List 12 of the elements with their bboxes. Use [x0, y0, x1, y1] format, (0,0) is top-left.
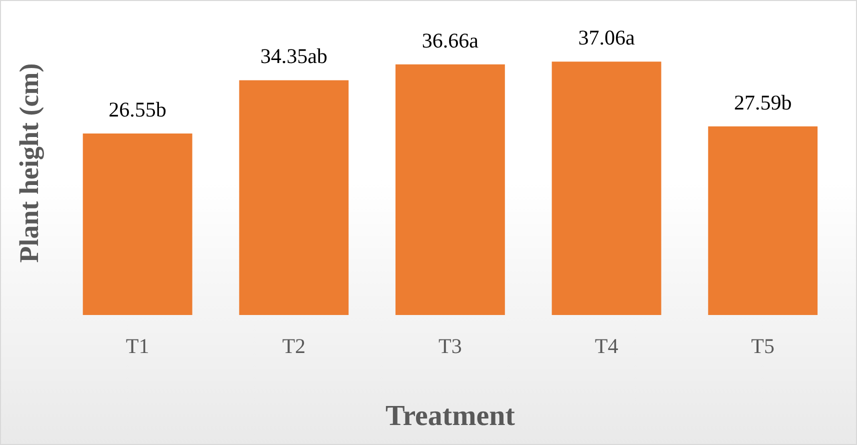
data-label: 26.55b — [108, 98, 166, 122]
x-tick-label: T2 — [282, 334, 306, 358]
data-label: 36.66a — [422, 28, 480, 52]
x-tick-label: T5 — [751, 334, 775, 358]
data-label: 34.35ab — [260, 44, 328, 68]
data-label: 37.06a — [578, 26, 636, 50]
x-axis-title: Treatment — [386, 400, 516, 432]
x-tick-label: T4 — [594, 334, 619, 358]
data-label: 27.59b — [734, 90, 792, 114]
y-axis-title: Plant height (cm) — [14, 63, 44, 263]
x-tick-label: T1 — [126, 334, 150, 358]
x-tick-label: T3 — [438, 334, 462, 358]
